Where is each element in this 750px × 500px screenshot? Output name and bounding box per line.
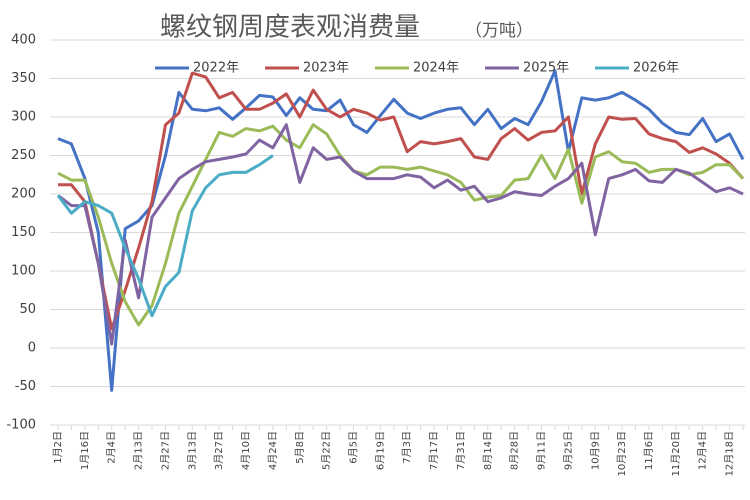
x-tick-label: 3月13日	[186, 431, 198, 470]
x-tick-label: 4月10日	[240, 431, 252, 470]
legend-label: 2024年	[413, 61, 459, 76]
x-tick-label: 8月14日	[482, 431, 494, 470]
x-tick-label: 9月11日	[536, 431, 548, 470]
chart-subtitle: （万吨）	[465, 21, 533, 41]
x-tick-label: 1月16日	[79, 431, 91, 470]
series-line	[57, 69, 745, 392]
x-tick-label: 10月9日	[589, 431, 601, 470]
series-line	[57, 123, 744, 346]
x-tick-label: 4月24日	[267, 431, 279, 470]
y-tick-label: -100	[6, 418, 36, 433]
x-tick-label: 2月27日	[159, 431, 171, 470]
y-tick-label: 150	[11, 225, 36, 240]
y-tick-label: 350	[11, 71, 36, 86]
x-tick-label: 6月19日	[374, 431, 386, 470]
y-tick-label: 0	[28, 341, 36, 356]
x-tick-label: 12月4日	[697, 431, 709, 470]
x-tick-label: 9月25日	[562, 431, 574, 470]
y-tick-label: 400	[11, 33, 36, 48]
legend-label: 2026年	[633, 61, 679, 76]
y-tick-label: 250	[11, 148, 36, 163]
x-tick-label: 2月4日	[106, 431, 118, 464]
x-tick-label: 11月20日	[670, 431, 682, 476]
x-tick-label: 7月3日	[401, 431, 413, 464]
x-tick-label: 6月5日	[347, 431, 359, 464]
x-tick-label: 8月28日	[509, 431, 521, 470]
x-tick-label: 5月22日	[321, 431, 333, 470]
series-line	[56, 154, 274, 318]
y-tick-label: -50	[15, 379, 36, 394]
y-tick-label: 300	[11, 110, 36, 125]
x-tick-label: 5月8日	[294, 431, 306, 464]
series-line	[58, 71, 745, 331]
x-tick-label: 7月31日	[455, 431, 467, 470]
y-tick-label: 200	[11, 187, 36, 202]
legend-label: 2023年	[303, 61, 349, 76]
x-tick-label: 2月13日	[133, 431, 145, 470]
x-tick-label: 7月17日	[428, 431, 440, 470]
y-tick-label: 100	[11, 264, 36, 279]
chart-title: 螺纹钢周度表观消费量	[160, 13, 420, 43]
legend-label: 2022年	[193, 61, 239, 76]
x-tick-label: 3月27日	[213, 431, 225, 470]
x-tick-label: 10月23日	[616, 431, 628, 476]
x-tick-label: 1月2日	[52, 431, 64, 464]
legend-label: 2025年	[523, 61, 569, 76]
x-tick-label: 11月6日	[643, 431, 655, 470]
x-tick-label: 12月18日	[724, 431, 736, 476]
series-line	[57, 123, 745, 327]
y-tick-label: 50	[19, 302, 36, 317]
